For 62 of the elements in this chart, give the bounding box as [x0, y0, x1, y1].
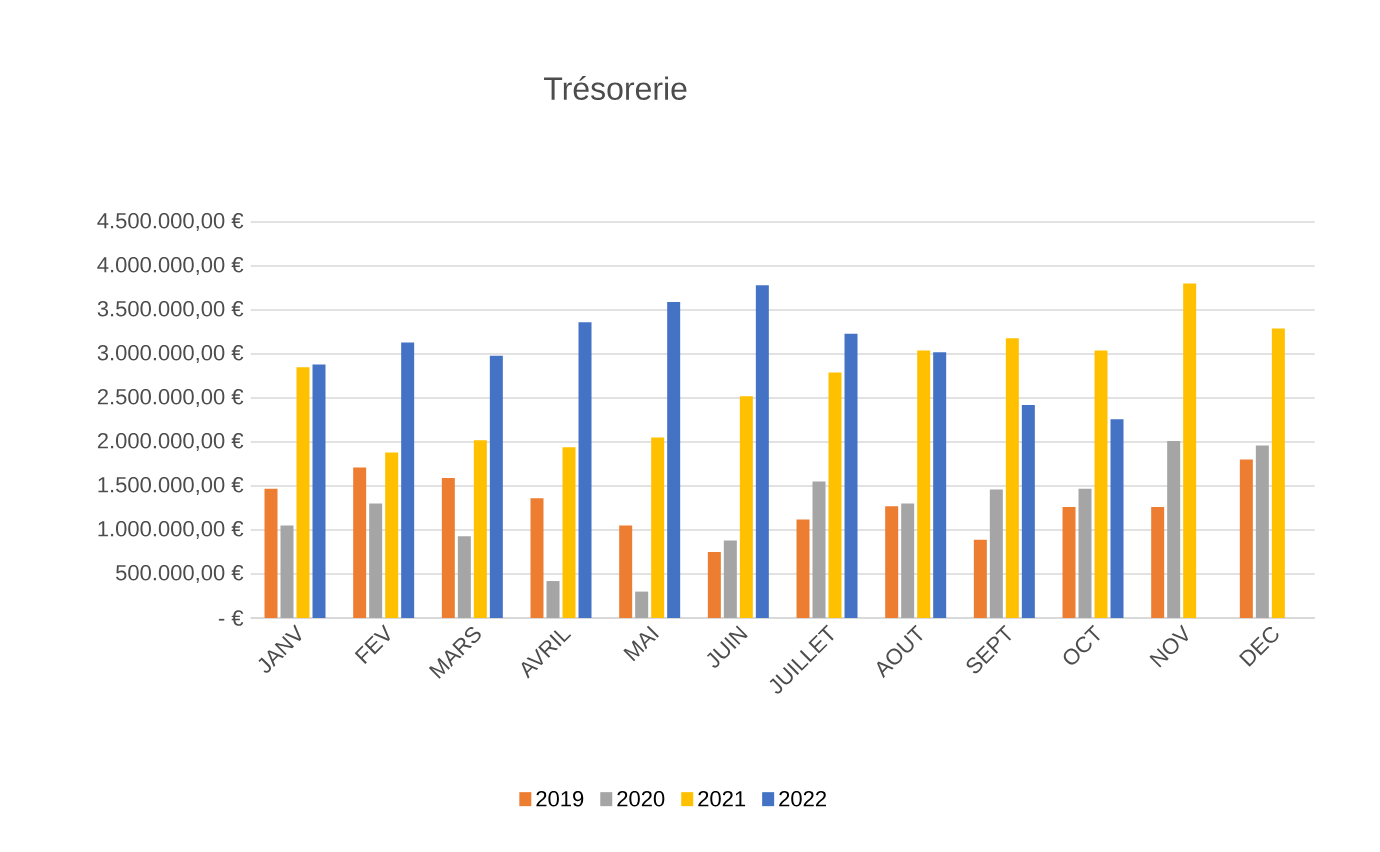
y-tick-label: - €	[218, 610, 244, 626]
y-tick-label: 4.000.000,00 €	[97, 256, 244, 276]
bar	[723, 540, 737, 618]
bar	[473, 440, 487, 618]
bar	[489, 355, 503, 618]
bar	[901, 503, 915, 618]
bar	[1271, 328, 1285, 618]
bar	[917, 350, 931, 618]
y-tick-label: 2.000.000,00 €	[97, 432, 244, 452]
bar	[280, 525, 294, 618]
bar	[530, 498, 544, 618]
bar	[369, 503, 383, 618]
bar	[619, 525, 633, 618]
bar	[1094, 350, 1108, 618]
bar	[264, 488, 278, 618]
bar	[755, 285, 769, 618]
bar	[401, 342, 415, 618]
bar	[1239, 459, 1253, 618]
y-tick-label: 1.000.000,00 €	[98, 520, 244, 540]
bar	[989, 489, 1003, 618]
legend-label: 2022	[779, 791, 826, 807]
bar	[635, 591, 649, 618]
y-tick-label: 1.500.000,00 €	[98, 476, 244, 496]
y-tick-label: 4.500.000,00 €	[97, 212, 244, 232]
bar	[353, 467, 367, 618]
bar	[707, 552, 721, 618]
bar	[546, 581, 560, 618]
bar	[885, 506, 899, 618]
bar	[1183, 283, 1197, 618]
bar	[667, 302, 681, 618]
bar	[457, 536, 471, 618]
bar	[973, 539, 987, 618]
bar	[651, 437, 665, 618]
bar	[1255, 445, 1269, 618]
bar	[1062, 507, 1076, 618]
bar	[385, 452, 399, 618]
bar	[1151, 507, 1165, 618]
legend-label: 2020	[617, 791, 665, 807]
bar	[933, 352, 947, 618]
bar	[739, 396, 753, 618]
bar	[296, 367, 310, 618]
y-tick-label: 3.500.000,00 €	[97, 300, 244, 320]
bar	[828, 372, 842, 618]
x-tick-label: MAI	[623, 625, 659, 662]
bar	[1005, 338, 1019, 618]
legend-label: 2019	[536, 791, 584, 807]
legend-label: 2021	[698, 791, 746, 807]
bar	[1167, 441, 1181, 618]
y-tick-label: 500.000,00 €	[116, 564, 244, 584]
chart-title: Trésorerie	[544, 76, 687, 100]
bar	[812, 481, 826, 618]
bar	[1110, 419, 1124, 618]
bar	[578, 322, 592, 618]
y-tick-label: 3.000.000,00 €	[97, 344, 244, 364]
bar	[312, 364, 326, 618]
bar	[1078, 488, 1092, 618]
bar	[844, 333, 858, 618]
bar	[796, 519, 810, 618]
bar	[562, 447, 576, 618]
y-tick-label: 2.500.000,00 €	[97, 388, 244, 408]
bar	[1021, 405, 1035, 618]
bar	[441, 478, 455, 618]
